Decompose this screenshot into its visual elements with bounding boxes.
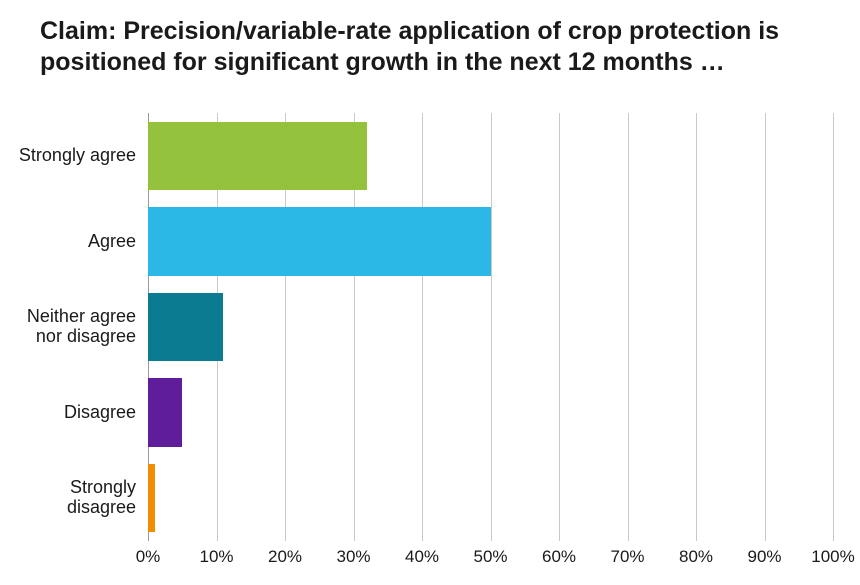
x-axis-tick-label: 70% xyxy=(610,547,644,567)
bar xyxy=(148,378,182,446)
bar xyxy=(148,464,155,532)
grid-line xyxy=(628,113,629,541)
grid-line xyxy=(491,113,492,541)
x-axis-tick-label: 100% xyxy=(811,547,854,567)
grid-line xyxy=(696,113,697,541)
bar xyxy=(148,293,223,361)
x-axis-tick-label: 60% xyxy=(542,547,576,567)
chart-title: Claim: Precision/variable-rate applicati… xyxy=(40,16,820,77)
plot-area: 0%10%20%30%40%50%60%70%80%90%100%Strongl… xyxy=(148,113,833,541)
grid-line xyxy=(559,113,560,541)
grid-line xyxy=(833,113,834,541)
y-axis-label: Strongly agree xyxy=(6,146,136,166)
x-axis-tick-label: 10% xyxy=(199,547,233,567)
bar xyxy=(148,122,367,190)
x-axis-tick-label: 20% xyxy=(268,547,302,567)
y-axis-label: Disagree xyxy=(6,403,136,423)
x-axis-tick-label: 80% xyxy=(679,547,713,567)
x-axis-tick-label: 30% xyxy=(336,547,370,567)
x-axis-tick-label: 90% xyxy=(747,547,781,567)
grid-line xyxy=(765,113,766,541)
bar xyxy=(148,207,491,275)
x-axis-tick-label: 0% xyxy=(136,547,161,567)
chart-container: Claim: Precision/variable-rate applicati… xyxy=(0,0,860,585)
y-axis-label: Neither agreenor disagree xyxy=(6,307,136,347)
y-axis-label: Stronglydisagree xyxy=(6,478,136,518)
x-axis-tick-label: 40% xyxy=(405,547,439,567)
grid-line xyxy=(422,113,423,541)
x-axis-tick-label: 50% xyxy=(473,547,507,567)
y-axis-label: Agree xyxy=(6,232,136,252)
